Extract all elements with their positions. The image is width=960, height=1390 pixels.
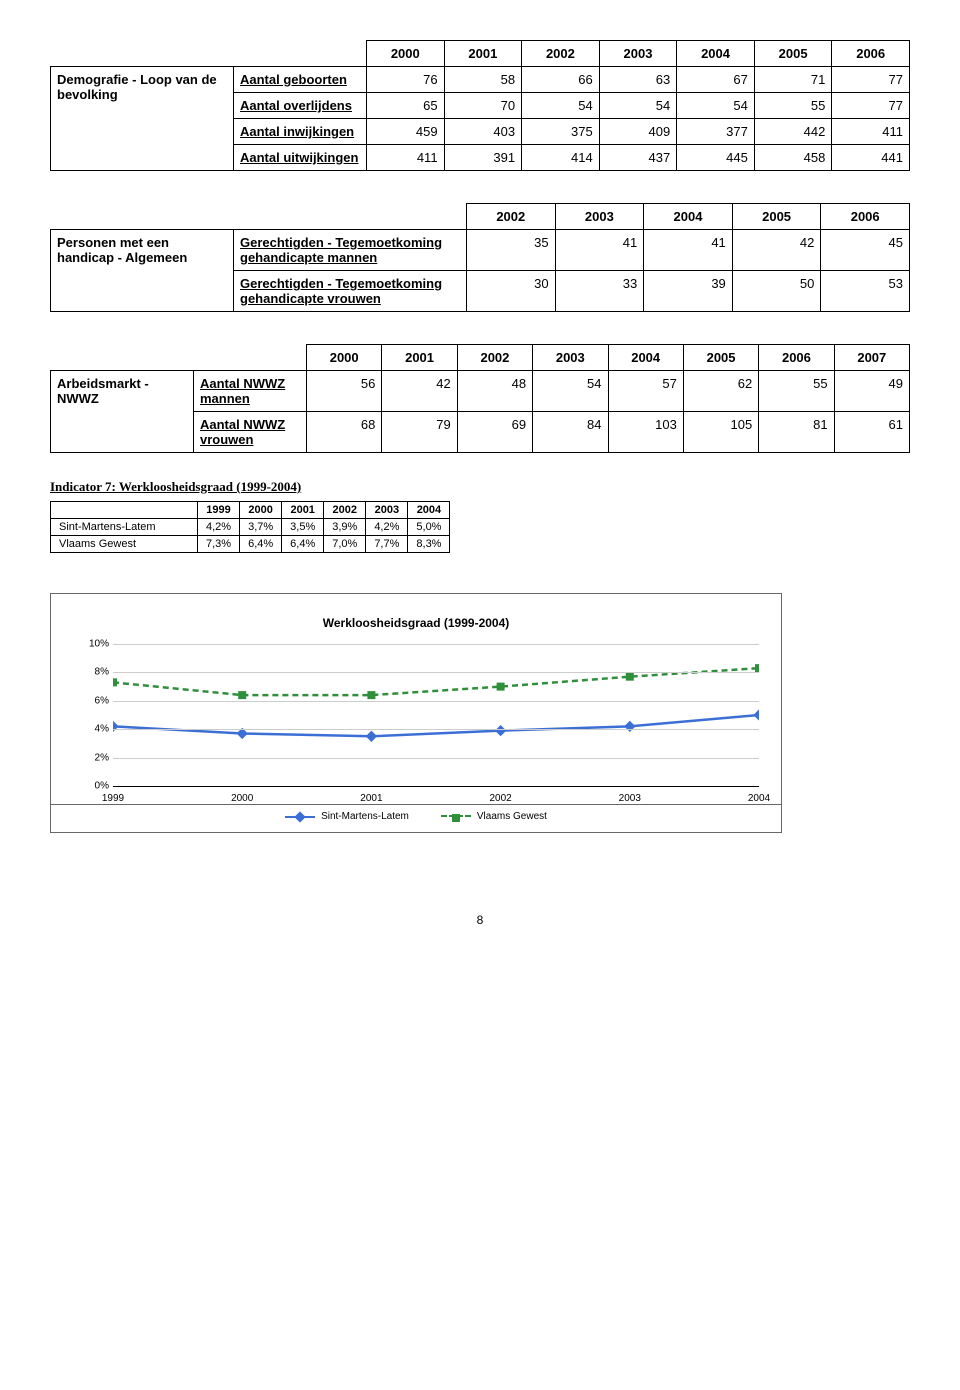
legend-item: Sint-Martens-Latem bbox=[285, 811, 409, 822]
th: 2000 bbox=[367, 41, 445, 67]
ytick-label: 0% bbox=[69, 781, 109, 792]
ytick-label: 4% bbox=[69, 724, 109, 735]
xtick-label: 2002 bbox=[489, 793, 511, 804]
xtick-label: 2001 bbox=[360, 793, 382, 804]
table-demografie: 2000 20012002 20032004 20052006 Demograf… bbox=[50, 40, 910, 171]
chart-legend: Sint-Martens-Latem Vlaams Gewest bbox=[51, 804, 781, 832]
indicator-title: Indicator 7: Werkloosheidsgraad (1999-20… bbox=[50, 479, 910, 495]
chart-title: Werkloosheidsgraad (1999-2004) bbox=[69, 604, 763, 644]
xtick-label: 2004 bbox=[748, 793, 770, 804]
ytick-label: 2% bbox=[69, 752, 109, 763]
werkloosheid-chart: Werkloosheidsgraad (1999-2004) 0% 2% 4% 6% 8… bbox=[50, 593, 782, 833]
ytick-label: 8% bbox=[69, 667, 109, 678]
legend-item: Vlaams Gewest bbox=[441, 811, 547, 822]
ytick-label: 10% bbox=[69, 639, 109, 650]
table-werkloosheid: 19992000 20012002 20032004 Sint-Martens-… bbox=[50, 501, 450, 553]
page-number: 8 bbox=[50, 913, 910, 927]
table-handicap: 20022003 20042005 2006 Personen met een … bbox=[50, 203, 910, 312]
table-nwwz: 20002001 20022003 20042005 20062007 Arbe… bbox=[50, 344, 910, 453]
ytick-label: 6% bbox=[69, 695, 109, 706]
xtick-label: 1999 bbox=[102, 793, 124, 804]
xtick-label: 2003 bbox=[619, 793, 641, 804]
xtick-label: 2000 bbox=[231, 793, 253, 804]
